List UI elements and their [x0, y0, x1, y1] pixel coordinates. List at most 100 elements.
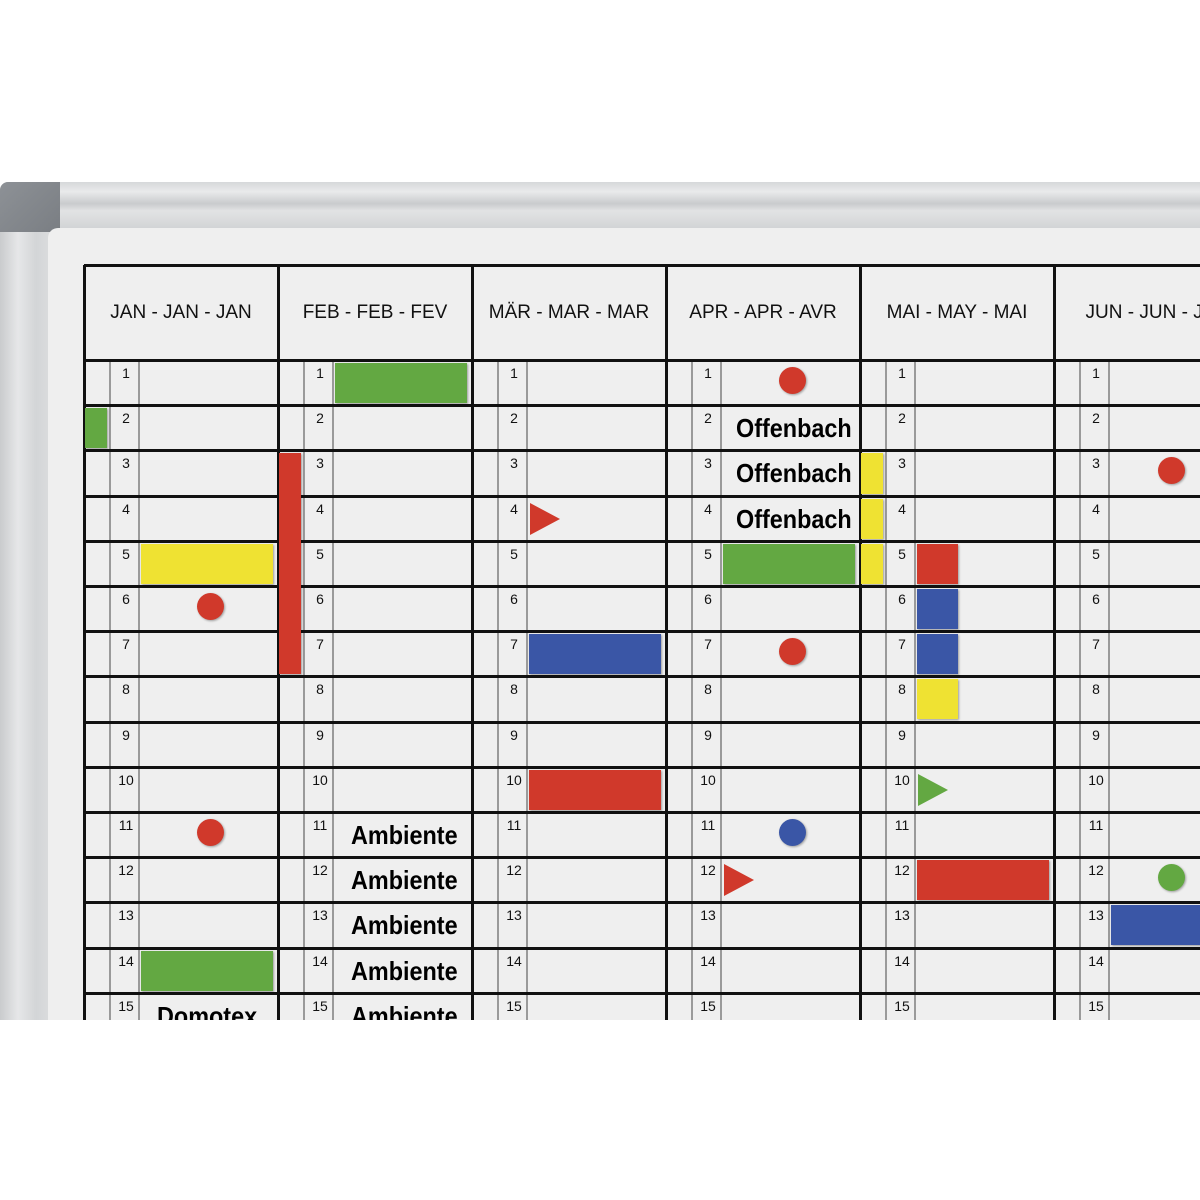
magnet-bar-green — [335, 363, 467, 403]
day-number: 14 — [894, 952, 910, 969]
day-number: 1 — [122, 365, 130, 381]
month-divider-line — [859, 265, 862, 1020]
day-number: 13 — [506, 907, 522, 924]
column-divider — [497, 360, 499, 1020]
day-number: 12 — [894, 862, 910, 879]
day-number: 14 — [1088, 952, 1104, 969]
day-number: 8 — [316, 681, 324, 698]
day-number: 5 — [704, 545, 712, 562]
day-number: 13 — [894, 907, 910, 924]
magnet-triangle-red — [530, 502, 560, 535]
magnet-block-red — [917, 543, 958, 584]
month-column: APR - APR - AVR 1 2 3 4 5 6 7 8 9 10 11 12 13 14 15 — [666, 265, 860, 1020]
day-number: 13 — [312, 907, 328, 924]
column-divider — [303, 360, 305, 1020]
day-number: 12 — [506, 862, 522, 879]
day-number: 4 — [510, 500, 518, 517]
event-label: Ambiente — [351, 865, 458, 896]
day-number: 12 — [312, 862, 328, 879]
day-number: 1 — [1092, 365, 1100, 381]
day-number: 10 — [894, 771, 910, 788]
day-number: 15 — [700, 997, 716, 1014]
day-number: 6 — [122, 591, 130, 607]
magnet-triangle-green — [918, 773, 948, 806]
day-number: 13 — [1088, 907, 1104, 924]
day-number: 2 — [316, 410, 324, 427]
day-number: 9 — [122, 726, 130, 743]
month-column: MAI - MAY - MAI 1 2 3 4 5 6 7 8 9 10 11 12 13 14 15 — [860, 265, 1054, 1020]
magnet-strip-red — [279, 453, 301, 675]
event-label: Offenbach — [736, 503, 852, 534]
day-number: 9 — [510, 726, 518, 743]
day-number: 11 — [1088, 817, 1104, 833]
event-label: Offenbach — [736, 458, 852, 489]
day-number: 1 — [510, 365, 518, 381]
day-number: 3 — [510, 455, 518, 472]
month-header: FEB - FEB - FEV — [302, 301, 448, 323]
day-number: 2 — [510, 410, 518, 427]
day-number: 2 — [122, 410, 130, 427]
frame-top-rail — [55, 182, 1200, 230]
month-header: APR - APR - AVR — [689, 301, 837, 323]
day-number: 2 — [898, 410, 906, 427]
magnet-bar-blue — [529, 634, 661, 675]
month-divider-line — [83, 265, 86, 1020]
day-number: 9 — [704, 726, 712, 743]
month-divider-line — [277, 265, 280, 1020]
event-label: Ambiente — [351, 955, 458, 986]
day-number: 11 — [118, 817, 134, 833]
magnet-triangle-red — [724, 864, 754, 897]
day-number: 14 — [506, 952, 522, 969]
magnet-dot-red — [1158, 457, 1185, 485]
row-line — [84, 946, 1200, 950]
magnet-strip-green — [85, 408, 107, 449]
day-number: 5 — [1092, 545, 1100, 562]
event-label: Offenbach — [736, 413, 852, 444]
day-number: 11 — [506, 817, 522, 833]
day-number: 8 — [510, 681, 518, 698]
day-number: 15 — [894, 997, 910, 1014]
row-line — [84, 494, 1200, 498]
row-line — [84, 765, 1200, 769]
column-divider — [720, 360, 722, 1020]
magnet-strip-yellow — [861, 498, 883, 539]
day-number: 10 — [506, 771, 522, 788]
event-label: Ambiente — [351, 820, 458, 850]
day-number: 10 — [312, 771, 328, 788]
magnet-strip-yellow — [861, 543, 883, 584]
day-number: 5 — [122, 545, 130, 562]
row-line — [84, 856, 1200, 860]
day-number: 13 — [118, 907, 134, 924]
day-number: 4 — [898, 500, 906, 517]
day-number: 4 — [1092, 500, 1100, 517]
magnet-bar-green — [723, 543, 855, 584]
event-label: Ambiente — [351, 1000, 458, 1020]
day-number: 15 — [506, 997, 522, 1014]
day-number: 14 — [312, 952, 328, 969]
row-line — [84, 901, 1200, 905]
row-line — [84, 359, 1200, 362]
day-number: 5 — [510, 545, 518, 562]
magnet-strip-yellow — [861, 453, 883, 494]
month-header: JUN - JUN - JU — [1085, 301, 1200, 323]
day-number: 4 — [122, 500, 130, 517]
magnet-dot-red — [779, 367, 806, 394]
day-number: 9 — [898, 726, 906, 743]
day-number: 10 — [118, 771, 134, 788]
magnet-dot-red — [197, 593, 224, 620]
planner-board-photo: JAN - JAN - JAN 1 2 3 4 5 6 7 8 9 10 11 12 13 14 15 FEB … — [0, 182, 1200, 1020]
day-number: 14 — [118, 952, 134, 969]
month-column: MÄR - MAR - MAR 1 2 3 4 5 6 7 8 9 10 11 12 13 14 15 — [472, 265, 666, 1020]
day-number: 6 — [316, 591, 324, 607]
month-column: JUN - JUN - JU123456789101112131415 — [1054, 265, 1200, 1020]
day-number: 15 — [118, 997, 134, 1014]
magnet-block-blue — [917, 589, 958, 629]
day-number: 8 — [1092, 681, 1100, 698]
day-number: 11 — [700, 817, 716, 833]
day-number: 3 — [704, 455, 712, 472]
month-column: FEB - FEB - FEV 1 2 3 4 5 6 7 8 9 10 11 12 13 14 15 — [278, 265, 472, 1020]
day-number: 3 — [1092, 455, 1100, 472]
event-label: Domotex — [157, 1000, 258, 1020]
column-divider — [109, 360, 111, 1020]
day-number: 1 — [898, 365, 906, 381]
